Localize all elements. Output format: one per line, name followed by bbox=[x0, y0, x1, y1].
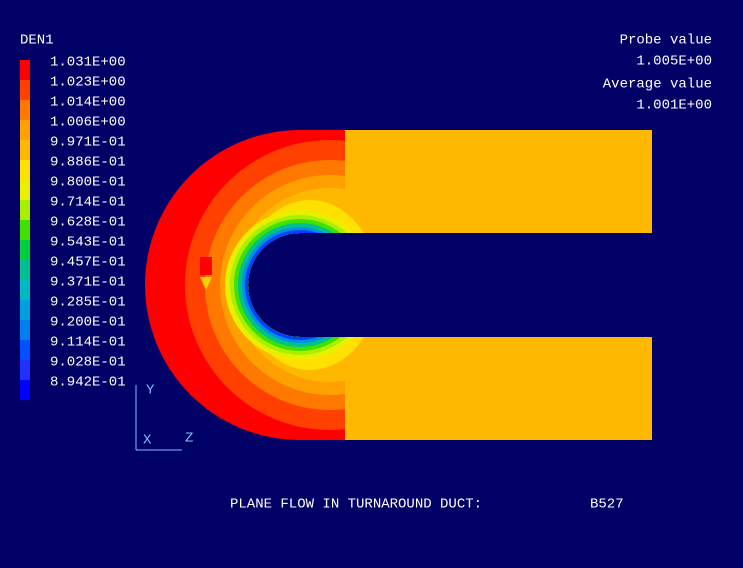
legend-swatch bbox=[20, 260, 30, 280]
axis-z-label: Z bbox=[185, 431, 193, 447]
legend-label: 9.028E-01 bbox=[50, 355, 126, 371]
legend-swatch bbox=[20, 380, 30, 400]
legend-swatch bbox=[20, 80, 30, 100]
legend-label: 9.800E-01 bbox=[50, 175, 126, 191]
legend-label: 9.971E-01 bbox=[50, 135, 126, 151]
legend-swatch bbox=[20, 200, 30, 220]
legend-swatch bbox=[20, 60, 30, 80]
legend-label: 9.457E-01 bbox=[50, 255, 126, 271]
probe-marker bbox=[200, 257, 212, 275]
axis-triad: Y X Z bbox=[135, 383, 193, 451]
legend-swatch bbox=[20, 180, 30, 200]
caption-title: PLANE FLOW IN TURNAROUND DUCT: bbox=[230, 497, 482, 513]
legend-swatch bbox=[20, 140, 30, 160]
legend-swatch bbox=[20, 340, 30, 360]
legend-label: 9.371E-01 bbox=[50, 275, 126, 291]
probe-pointer bbox=[200, 277, 212, 290]
average-value: 1.001E+00 bbox=[636, 98, 712, 114]
legend-swatch bbox=[20, 160, 30, 180]
legend-label: 9.200E-01 bbox=[50, 315, 126, 331]
probe-label: Probe value bbox=[620, 33, 712, 49]
legend-label: 8.942E-01 bbox=[50, 375, 126, 391]
legend-swatch bbox=[20, 240, 30, 260]
legend-swatch bbox=[20, 220, 30, 240]
legend-label: 1.006E+00 bbox=[50, 115, 126, 131]
legend-label: 9.285E-01 bbox=[50, 295, 126, 311]
legend-label: 9.543E-01 bbox=[50, 235, 126, 251]
legend-swatch bbox=[20, 300, 30, 320]
legend-title: DEN1 bbox=[20, 33, 54, 49]
caption-case: B527 bbox=[590, 497, 624, 513]
average-label: Average value bbox=[603, 77, 712, 93]
legend-label: 1.031E+00 bbox=[50, 55, 126, 71]
axis-y-label: Y bbox=[146, 383, 155, 399]
legend-label: 9.114E-01 bbox=[50, 335, 126, 351]
legend-swatch bbox=[20, 360, 30, 380]
legend-label: 9.714E-01 bbox=[50, 195, 126, 211]
legend-swatch bbox=[20, 120, 30, 140]
legend-swatch bbox=[20, 280, 30, 300]
legend-label: 1.014E+00 bbox=[50, 95, 126, 111]
legend-swatch bbox=[20, 100, 30, 120]
legend-label: 9.886E-01 bbox=[50, 155, 126, 171]
probe-value: 1.005E+00 bbox=[636, 54, 712, 70]
legend-label: 9.628E-01 bbox=[50, 215, 126, 231]
legend-label: 1.023E+00 bbox=[50, 75, 126, 91]
legend: 1.031E+00 1.023E+00 1.014E+00 1.006E+00 9.97… bbox=[20, 55, 126, 400]
legend-swatch bbox=[20, 320, 30, 340]
axis-x-label: X bbox=[143, 433, 152, 449]
